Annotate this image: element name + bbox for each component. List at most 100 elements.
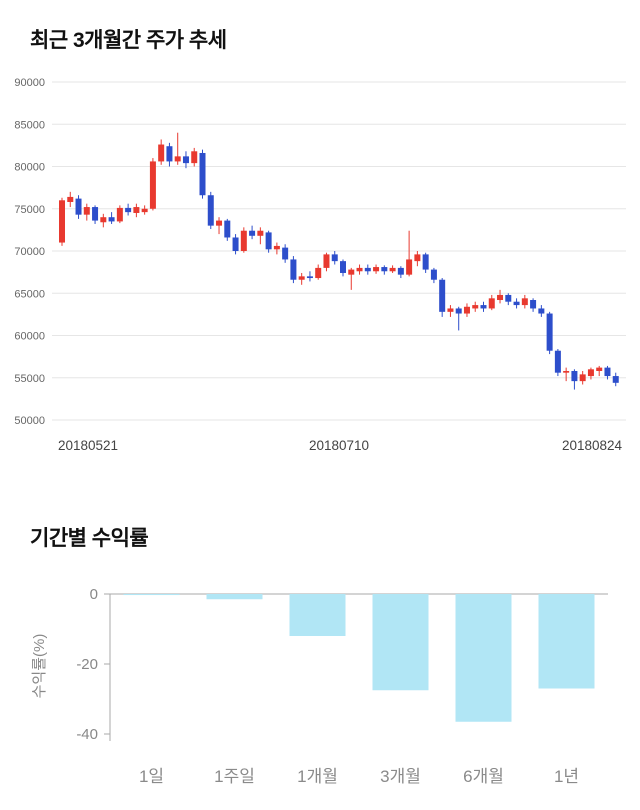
candles-group bbox=[59, 132, 619, 390]
svg-text:75000: 75000 bbox=[14, 204, 45, 216]
candle bbox=[340, 261, 346, 273]
candle bbox=[224, 220, 231, 238]
svg-text:1주일: 1주일 bbox=[214, 767, 255, 786]
candle bbox=[265, 232, 272, 250]
svg-text:3개월: 3개월 bbox=[380, 767, 421, 786]
candle bbox=[356, 267, 363, 272]
candle bbox=[406, 259, 413, 275]
candle bbox=[306, 276, 313, 279]
category-labels: 1일 1주일 1개월 3개월 6개월 1년 bbox=[139, 767, 579, 786]
bar bbox=[455, 594, 512, 722]
candle bbox=[488, 298, 495, 309]
bars-group bbox=[123, 594, 595, 722]
svg-text:-40: -40 bbox=[76, 726, 98, 743]
candle bbox=[83, 207, 90, 215]
svg-text:85000: 85000 bbox=[14, 119, 45, 131]
svg-text:20180521: 20180521 bbox=[58, 438, 118, 453]
svg-text:6개월: 6개월 bbox=[463, 767, 504, 786]
candle bbox=[67, 196, 74, 202]
candle bbox=[530, 300, 537, 309]
returns-title: 기간별 수익률 bbox=[30, 527, 149, 550]
axes bbox=[109, 593, 608, 741]
candle bbox=[364, 267, 371, 272]
svg-text:0: 0 bbox=[90, 586, 98, 603]
candle bbox=[298, 276, 305, 280]
y-gridlines bbox=[52, 81, 626, 421]
svg-text:20180710: 20180710 bbox=[309, 438, 369, 453]
candle bbox=[463, 306, 470, 314]
candle bbox=[587, 369, 594, 377]
candle bbox=[174, 156, 181, 162]
candle bbox=[166, 146, 173, 162]
candle bbox=[273, 245, 280, 250]
candle bbox=[497, 294, 504, 301]
candle bbox=[373, 267, 380, 272]
candle bbox=[199, 152, 206, 196]
candle bbox=[513, 301, 520, 306]
price-trend-section: 최근 3개월간 주가 추세 90000 85000 80000 75000 70000 6… bbox=[14, 29, 626, 453]
candle bbox=[141, 208, 148, 213]
returns-section: 기간별 수익률 0 -20 -40 수익률(%) 1일 1주일 1개월 3개월 6개월 1년 bbox=[0, 522, 640, 806]
candle bbox=[472, 305, 479, 309]
candle bbox=[315, 267, 322, 279]
y-axis-labels: 0 -20 -40 bbox=[76, 586, 110, 743]
candle bbox=[439, 279, 446, 312]
candle bbox=[158, 144, 165, 162]
candle bbox=[257, 230, 264, 236]
candle bbox=[207, 195, 214, 226]
candle bbox=[563, 370, 570, 373]
candle bbox=[331, 254, 338, 262]
y-axis-title: 수익률(%) bbox=[31, 634, 48, 699]
candle bbox=[182, 156, 189, 164]
svg-text:50000: 50000 bbox=[14, 415, 45, 427]
candle bbox=[455, 308, 462, 314]
candle bbox=[538, 308, 545, 314]
candle bbox=[604, 367, 611, 377]
bar bbox=[206, 594, 263, 600]
candle bbox=[240, 230, 247, 251]
candle bbox=[596, 367, 603, 371]
candle bbox=[323, 254, 330, 268]
candle bbox=[100, 217, 107, 223]
returns-bar-chart: 0 -20 -40 수익률(%) 1일 1주일 1개월 3개월 6개월 1년 bbox=[31, 586, 608, 786]
bar bbox=[372, 594, 429, 691]
bar bbox=[123, 594, 180, 596]
svg-text:60000: 60000 bbox=[14, 331, 45, 343]
candle bbox=[447, 308, 454, 312]
candle bbox=[75, 198, 82, 215]
candle bbox=[397, 267, 404, 275]
candle bbox=[191, 151, 198, 164]
candle bbox=[116, 207, 123, 222]
svg-text:1년: 1년 bbox=[554, 767, 579, 786]
candle bbox=[505, 294, 512, 302]
candle bbox=[389, 267, 396, 272]
candle bbox=[422, 254, 429, 270]
candle bbox=[216, 220, 223, 226]
svg-text:90000: 90000 bbox=[14, 77, 45, 89]
svg-text:1개월: 1개월 bbox=[297, 767, 338, 786]
y-axis-labels: 90000 85000 80000 75000 70000 65000 60000 55000… bbox=[14, 77, 45, 427]
candle bbox=[381, 267, 388, 272]
svg-text:-20: -20 bbox=[76, 656, 98, 673]
candle bbox=[149, 161, 156, 209]
bar bbox=[289, 594, 346, 636]
svg-text:70000: 70000 bbox=[14, 246, 45, 258]
candle bbox=[554, 350, 561, 373]
price-trend-title: 최근 3개월간 주가 추세 bbox=[30, 29, 227, 52]
svg-text:65000: 65000 bbox=[14, 288, 45, 300]
candlestick-chart: 90000 85000 80000 75000 70000 65000 60000 55000… bbox=[14, 77, 626, 453]
candle bbox=[282, 247, 289, 260]
candle bbox=[125, 207, 132, 213]
candle bbox=[348, 269, 355, 275]
candle bbox=[249, 230, 256, 236]
candle bbox=[59, 200, 65, 243]
candle bbox=[290, 259, 297, 280]
candle bbox=[232, 237, 239, 251]
svg-text:20180824: 20180824 bbox=[562, 438, 623, 453]
x-axis-labels: 20180521 20180710 20180824 bbox=[58, 438, 623, 453]
svg-text:80000: 80000 bbox=[14, 162, 45, 174]
candle bbox=[133, 207, 140, 213]
candle bbox=[414, 254, 421, 262]
svg-text:1일: 1일 bbox=[139, 767, 164, 786]
